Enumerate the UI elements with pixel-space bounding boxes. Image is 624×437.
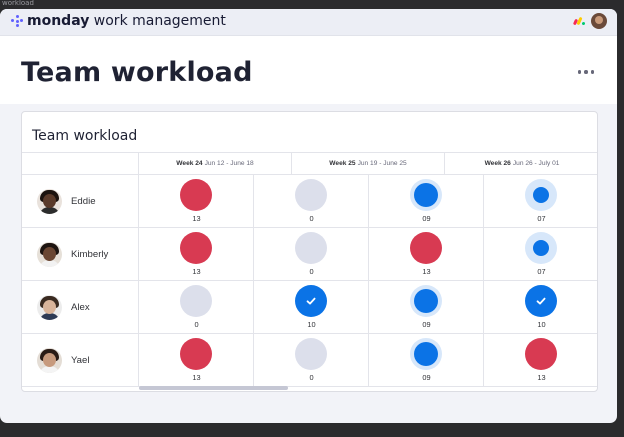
table-row: Eddie 13 0 09 07 (22, 175, 597, 228)
capacity-indicator (410, 338, 442, 370)
capacity-indicator (525, 232, 557, 264)
capacity-indicator (180, 285, 212, 317)
workload-value: 07 (537, 267, 546, 276)
workload-cell[interactable]: 0 (254, 175, 369, 228)
workload-cell[interactable]: 13 (484, 334, 597, 387)
workload-cell[interactable]: 10 (254, 281, 369, 334)
capacity-indicator (295, 285, 327, 317)
workload-value: 0 (309, 373, 314, 382)
person-cell[interactable]: Eddie (22, 175, 139, 228)
browser-tab-label: workload (2, 0, 34, 7)
monday-logo-icon (11, 15, 24, 28)
capacity-indicator (410, 285, 442, 317)
top-right-actions (572, 13, 607, 29)
workload-value: 0 (194, 320, 199, 329)
page-title: Team workload (21, 57, 253, 88)
capacity-indicator (525, 285, 557, 317)
capacity-indicator (295, 179, 327, 211)
capacity-indicator (180, 179, 212, 211)
top-bar: monday work management (0, 9, 617, 36)
person-name: Kimberly (71, 249, 109, 260)
week-header: Week 26 Jun 26 - July 01 (445, 152, 597, 175)
capacity-indicator (525, 179, 557, 211)
check-icon (535, 295, 547, 307)
workload-cell[interactable]: 07 (484, 228, 597, 281)
widget-title: Team workload (32, 128, 138, 144)
workload-value: 09 (422, 214, 431, 223)
workload-cell[interactable]: 13 (139, 334, 254, 387)
workload-value: 09 (422, 320, 431, 329)
capacity-indicator (525, 338, 557, 370)
person-cell[interactable]: Alex (22, 281, 139, 334)
workload-value: 13 (537, 373, 546, 382)
avatar (37, 189, 62, 214)
avatar (37, 242, 62, 267)
app-window: monday work management Team workload Tea… (0, 9, 617, 423)
check-icon (305, 295, 317, 307)
capacity-indicator (180, 338, 212, 370)
workload-value: 10 (307, 320, 316, 329)
workload-cell[interactable]: 09 (369, 334, 484, 387)
person-cell[interactable]: Yael (22, 334, 139, 387)
workload-cell[interactable]: 10 (484, 281, 597, 334)
workload-cell[interactable]: 0 (139, 281, 254, 334)
workload-cell[interactable]: 0 (254, 228, 369, 281)
capacity-indicator (295, 232, 327, 264)
capacity-indicator (410, 179, 442, 211)
table-row: Yael 13 0 09 13 (22, 334, 597, 387)
person-name: Eddie (71, 196, 96, 207)
workload-cell[interactable]: 09 (369, 175, 484, 228)
user-avatar[interactable] (591, 13, 607, 29)
capacity-indicator (410, 232, 442, 264)
workload-value: 10 (537, 320, 546, 329)
workload-value: 13 (192, 267, 201, 276)
workload-cell[interactable]: 13 (139, 175, 254, 228)
more-horizontal-icon[interactable] (577, 70, 594, 74)
workload-value: 13 (192, 214, 201, 223)
table-row: Alex 0 10 09 10 (22, 281, 597, 334)
workload-cell[interactable]: 13 (369, 228, 484, 281)
workload-cell[interactable]: 09 (369, 281, 484, 334)
workload-widget: Team workload Week 24 Jun 12 - June 18 We… (21, 111, 598, 392)
workload-value: 0 (309, 214, 314, 223)
monday-mini-logo-icon (572, 16, 586, 26)
avatar (37, 295, 62, 320)
workload-value: 0 (309, 267, 314, 276)
workload-cell[interactable]: 0 (254, 334, 369, 387)
person-name: Alex (71, 302, 90, 313)
week-header: Week 24 Jun 12 - June 18 (139, 152, 292, 175)
avatar (37, 348, 62, 373)
person-name: Yael (71, 355, 90, 366)
workload-cell[interactable]: 07 (484, 175, 597, 228)
capacity-indicator (295, 338, 327, 370)
workload-value: 07 (537, 214, 546, 223)
person-cell[interactable]: Kimberly (22, 228, 139, 281)
brand-logo[interactable]: monday work management (11, 13, 226, 29)
workload-value: 13 (192, 373, 201, 382)
week-header: Week 25 Jun 19 - June 25 (292, 152, 445, 175)
name-column-header (22, 152, 139, 175)
page-header: Team workload (0, 36, 617, 104)
capacity-indicator (180, 232, 212, 264)
horizontal-scrollbar[interactable] (139, 386, 288, 390)
workload-value: 09 (422, 373, 431, 382)
brand-name: monday work management (27, 13, 226, 29)
workload-value: 13 (422, 267, 431, 276)
workload-cell[interactable]: 13 (139, 228, 254, 281)
table-row: Kimberly 13 0 13 07 (22, 228, 597, 281)
